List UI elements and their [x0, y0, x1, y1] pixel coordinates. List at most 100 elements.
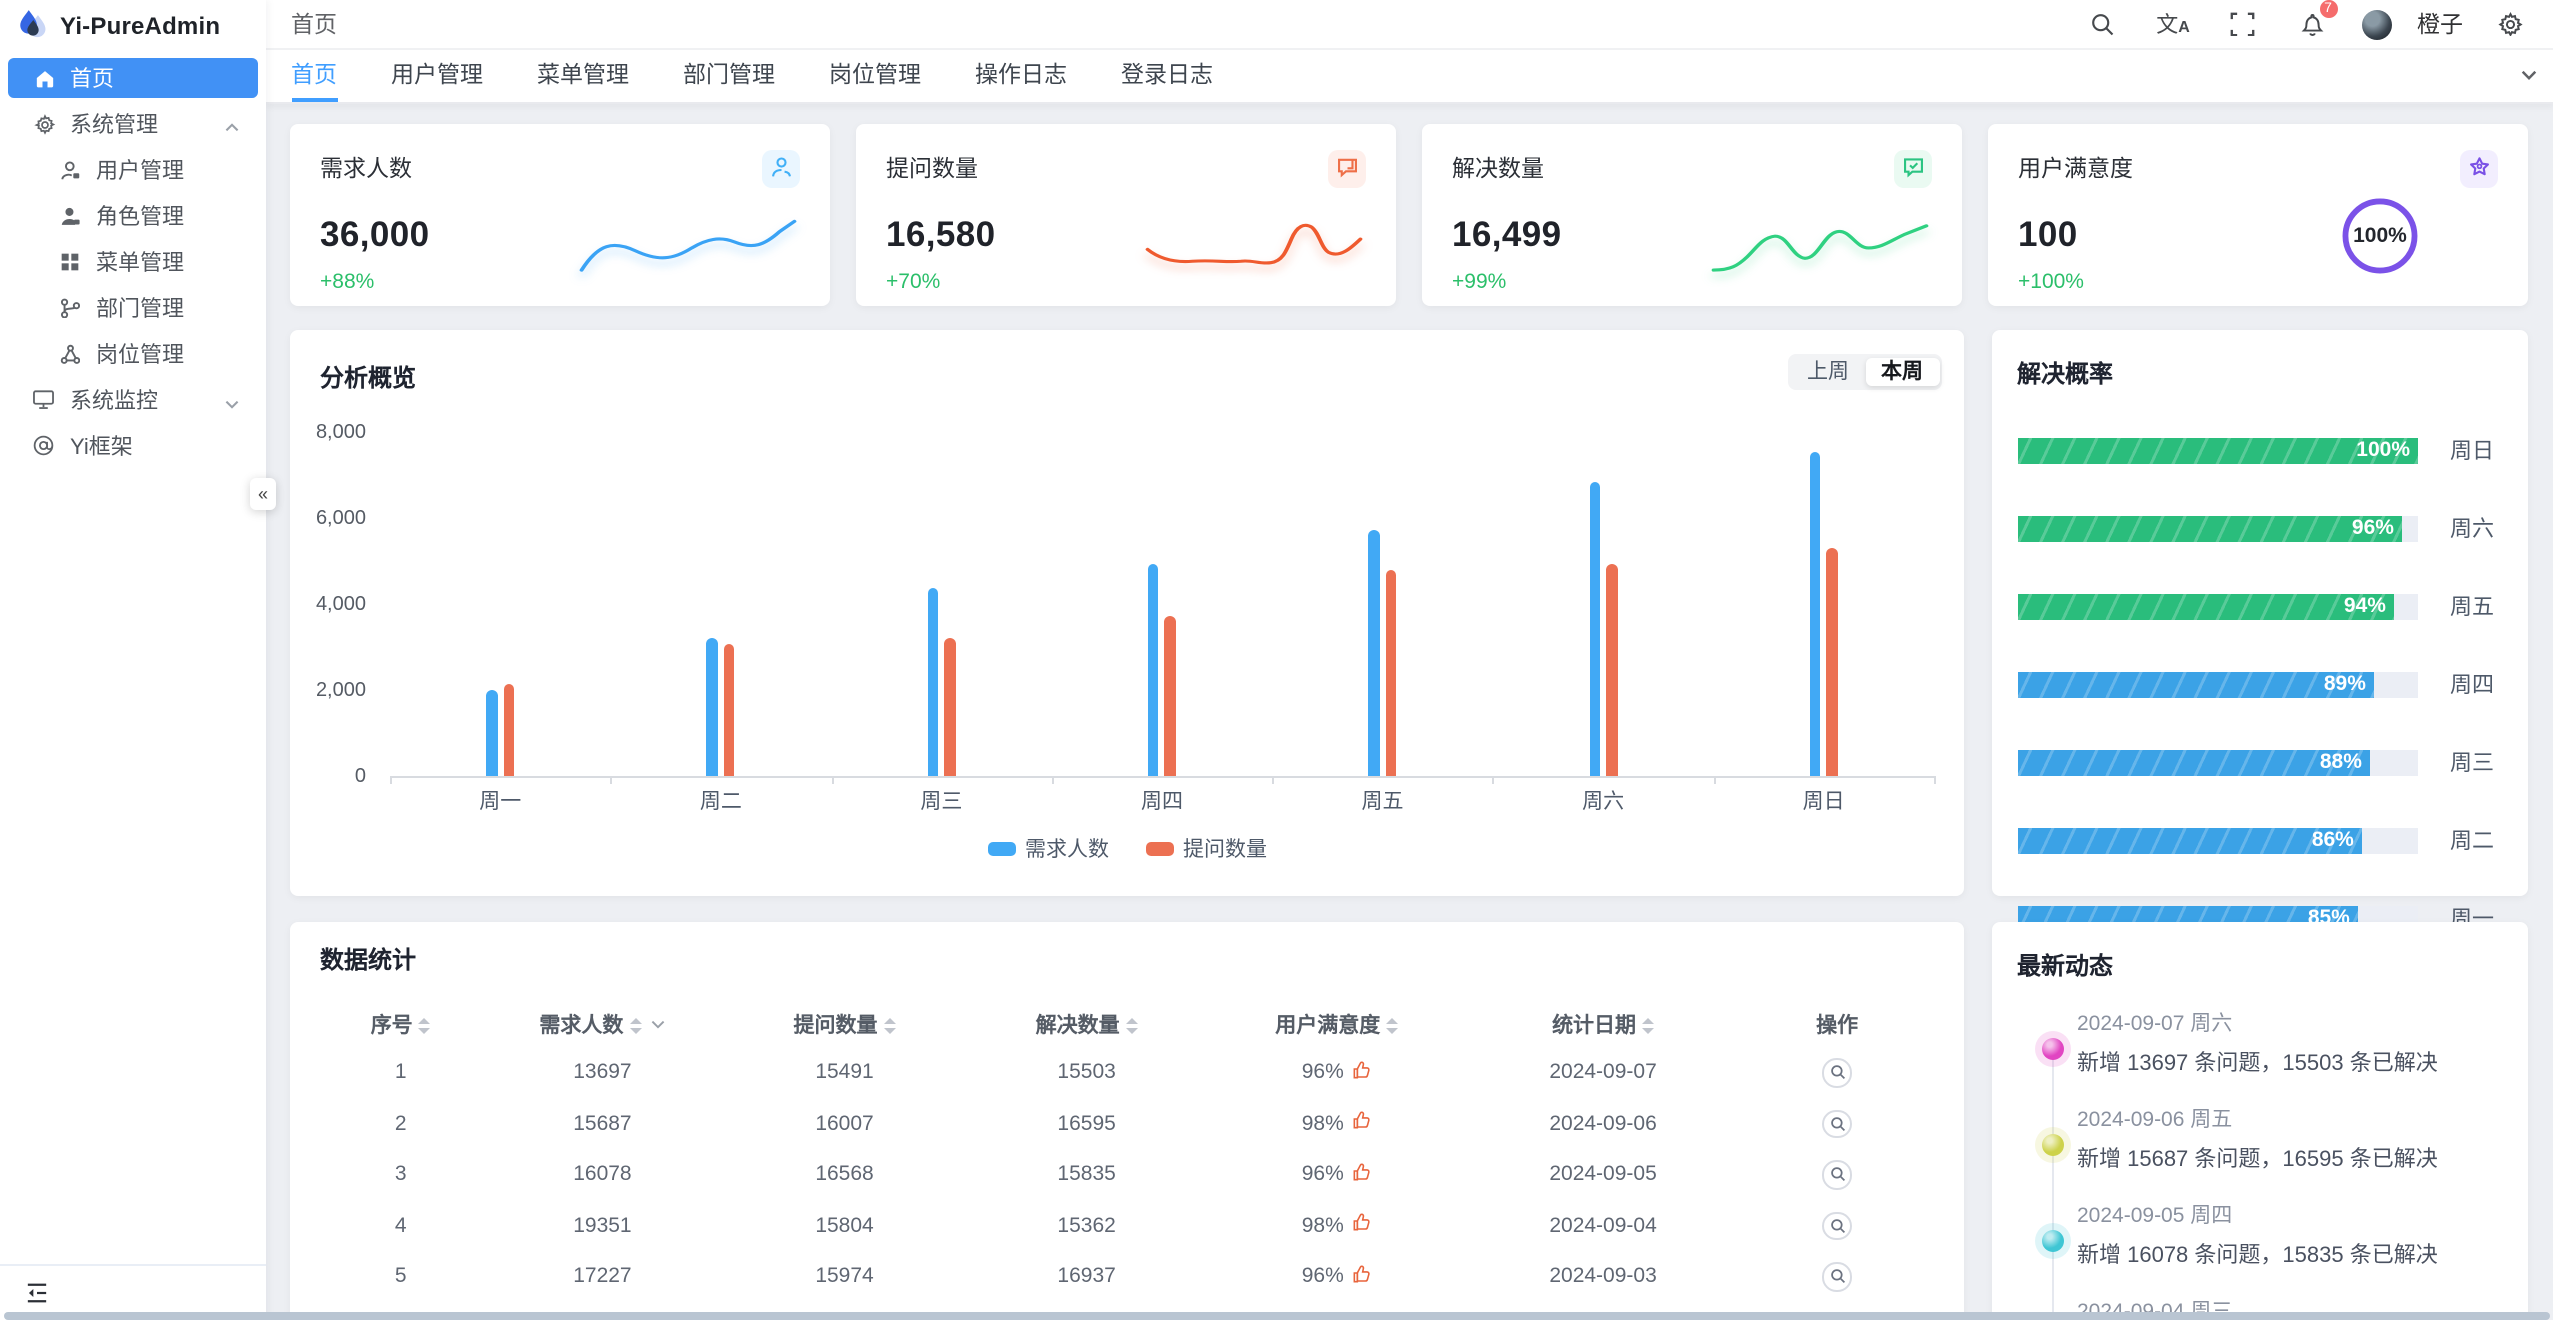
sidebar-item-系统监控[interactable]: 系统监控	[8, 380, 257, 420]
sidebar-item-用户管理[interactable]: 用户管理	[8, 150, 257, 190]
sort-carets-icon[interactable]	[629, 1018, 642, 1034]
bar-需求人数	[1147, 564, 1159, 775]
stat-card-value: 16,580	[886, 213, 996, 253]
sidebar-collapse-fab[interactable]: «	[250, 478, 276, 510]
table-row: 2 15687 16007 16595 98% 2024-09-06	[320, 1098, 1934, 1149]
chart-category-周日: 周日	[1713, 434, 1934, 813]
column-header-解决数量[interactable]: 解决数量	[966, 1003, 1208, 1047]
sidebar-item-系统管理[interactable]: 系统管理	[8, 104, 257, 144]
column-header-需求人数[interactable]: 需求人数	[481, 1003, 723, 1047]
tab-操作日志[interactable]: 操作日志	[975, 64, 1067, 89]
avatar[interactable]	[2361, 9, 2391, 39]
legend-swatch	[1145, 841, 1173, 857]
sidebar-item-角色管理[interactable]: 角色管理	[8, 196, 257, 236]
axis-tick	[831, 775, 834, 783]
translate-icon[interactable]: 文A	[2156, 14, 2190, 38]
chart-category-周二: 周二	[611, 434, 832, 813]
tab-部门管理[interactable]: 部门管理	[683, 64, 775, 89]
tab-用户管理[interactable]: 用户管理	[391, 64, 483, 89]
search-icon[interactable]	[2081, 6, 2125, 42]
sort-carets-icon[interactable]	[883, 1018, 896, 1034]
sort-carets-icon[interactable]	[418, 1018, 431, 1034]
sort-carets-icon[interactable]	[1125, 1018, 1138, 1034]
satisfaction-cell: 96%	[1302, 1162, 1372, 1188]
column-label: 用户满意度	[1275, 1014, 1381, 1038]
cell: 2024-09-04	[1549, 1213, 1657, 1238]
progress-percent: 88%	[2319, 750, 2362, 774]
fold-sidebar-icon[interactable]	[26, 1282, 48, 1304]
column-label: 统计日期	[1552, 1014, 1637, 1038]
view-detail-button[interactable]	[1822, 1262, 1852, 1291]
x-axis-label: 周一	[479, 789, 522, 813]
sidebar-item-label: 菜单管理	[96, 252, 184, 276]
column-header-提问数量[interactable]: 提问数量	[723, 1003, 965, 1047]
legend-label: 需求人数	[1025, 838, 1109, 862]
view-detail-button[interactable]	[1822, 1058, 1852, 1087]
cell: 15974	[815, 1264, 874, 1289]
stat-card-delta: +100%	[2018, 269, 2084, 293]
progress-track: 88%	[2017, 749, 2418, 775]
cell: 98%	[1208, 1098, 1466, 1149]
logo[interactable]: Yi-PureAdmin	[0, 0, 265, 50]
view-detail-button[interactable]	[1822, 1109, 1852, 1138]
bar-pair	[1809, 451, 1838, 775]
progress-day-label: 周日	[2450, 440, 2494, 464]
horizontal-scrollbar[interactable]	[4, 1312, 2549, 1319]
middle-row: 分析概览 上周 本周 8,000 6,000 4,000 2,000 0 周一 周二 周三 周四周…	[290, 330, 2528, 932]
fullscreen-icon[interactable]	[2221, 6, 2265, 42]
chart-plot-area: 周一 周二 周三 周四 周五 周六 周日	[390, 434, 1936, 813]
sidebar-item-菜单管理[interactable]: 菜单管理	[8, 242, 257, 282]
tabs: 首页 用户管理 菜单管理 部门管理 岗位管理 操作日志 登录日志	[291, 50, 1267, 101]
solve-row-周三: 88% 周三	[2017, 746, 2502, 778]
sidebar-item-label: 部门管理	[96, 298, 184, 322]
chart-category-周六: 周六	[1493, 434, 1714, 813]
legend-item-需求人数[interactable]: 需求人数	[987, 834, 1109, 864]
sidebar-item-首页[interactable]: 首页	[8, 58, 257, 98]
username[interactable]: 橙子	[2417, 14, 2463, 38]
cell: 4	[394, 1213, 407, 1238]
sidebar-item-Yi框架[interactable]: Yi框架	[8, 426, 257, 466]
legend-item-提问数量[interactable]: 提问数量	[1145, 834, 1267, 864]
solve-row-周六: 96% 周六	[2017, 512, 2502, 544]
stat-card-title: 需求人数	[320, 157, 412, 181]
settings-gear-icon[interactable]	[2489, 6, 2533, 42]
tab-首页[interactable]: 首页	[291, 50, 337, 101]
tab-登录日志[interactable]: 登录日志	[1121, 64, 1213, 89]
view-detail-button[interactable]	[1822, 1211, 1852, 1240]
progress-percent: 89%	[2323, 672, 2366, 696]
column-header-序号[interactable]: 序号	[320, 1003, 481, 1047]
top-header: 首页 文A	[265, 0, 2553, 50]
table-row: 3 16078 16568 15835 96% 2024-09-05	[320, 1149, 1934, 1200]
column-header-用户满意度[interactable]: 用户满意度	[1208, 1003, 1466, 1047]
progress-day-label: 周二	[2450, 830, 2494, 854]
cell: 96%	[1208, 1149, 1466, 1200]
bar-提问数量	[1385, 570, 1397, 775]
view-detail-button[interactable]	[1822, 1160, 1852, 1189]
stat-card-提问数量: 提问数量 16,580 +70%	[856, 123, 1396, 305]
progress-day-label: 周三	[2450, 752, 2494, 776]
stat-card-value: 100	[2018, 213, 2078, 253]
sidebar-item-部门管理[interactable]: 部门管理	[8, 288, 257, 328]
sort-carets-icon[interactable]	[1386, 1018, 1399, 1034]
cell: 15835	[1057, 1162, 1116, 1187]
sort-carets-icon[interactable]	[1642, 1018, 1655, 1034]
tab-岗位管理[interactable]: 岗位管理	[829, 64, 921, 89]
tab-菜单管理[interactable]: 菜单管理	[537, 64, 629, 89]
app-title: Yi-PureAdmin	[60, 11, 221, 39]
filter-chevron-down-icon[interactable]	[649, 1014, 665, 1038]
bar-pair	[486, 684, 515, 775]
sidebar-item-label: 角色管理	[96, 206, 184, 230]
column-label: 需求人数	[539, 1014, 624, 1038]
sidebar: Yi-PureAdmin 首页系统管理用户管理角色管理菜单管理部门管理岗位管理系…	[0, 0, 276, 1320]
bar-pair	[1589, 482, 1618, 775]
progress-day-label: 周六	[2450, 518, 2494, 542]
sidebar-item-岗位管理[interactable]: 岗位管理	[8, 334, 257, 374]
tabbar-chevron-down-icon[interactable]	[2519, 58, 2537, 94]
toggle-上周[interactable]: 上周	[1807, 360, 1849, 385]
x-axis-label: 周四	[1140, 789, 1183, 813]
bell-icon[interactable]: 7	[2291, 0, 2339, 42]
timeline-dot	[2042, 1133, 2064, 1155]
column-header-统计日期[interactable]: 统计日期	[1466, 1003, 1740, 1047]
x-axis-label: 周三	[920, 789, 963, 813]
toggle-本周[interactable]: 本周	[1865, 357, 1939, 386]
